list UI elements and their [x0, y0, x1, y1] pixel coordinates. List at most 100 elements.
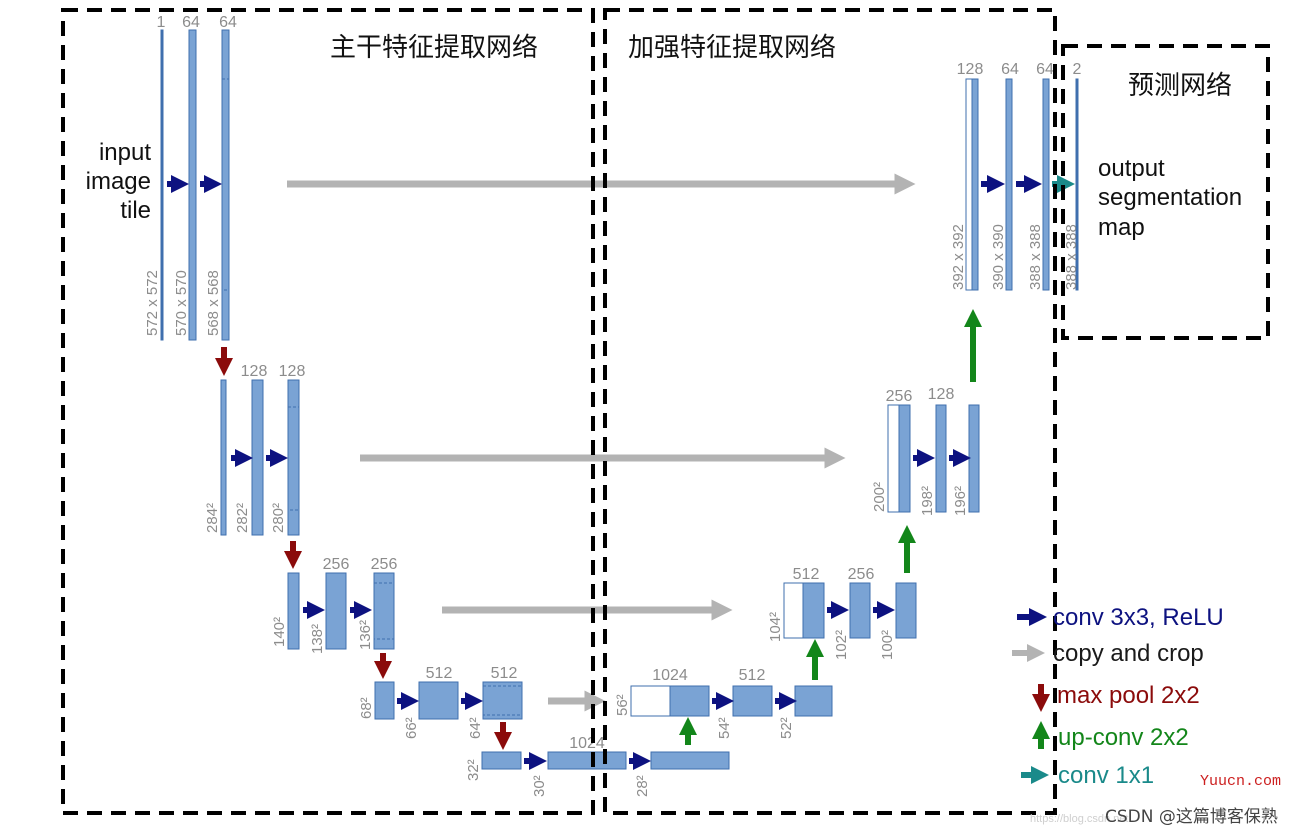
dim-label: 390 x 390: [990, 224, 1007, 290]
channel-label: 256: [371, 556, 398, 573]
watermark-blog: https://blog.csdn.net: [1030, 813, 1128, 825]
dim-label: 568 x 568: [205, 270, 222, 336]
svg-text:map: map: [1098, 214, 1145, 241]
fmap-l2-b: [287, 379, 300, 536]
channel-label: 128: [957, 61, 984, 78]
channel-label: 128: [928, 386, 955, 403]
fmap-l3-a: [325, 572, 347, 650]
dim-label: 388 x 388: [1063, 224, 1080, 290]
fmap-l4-b-crop: [482, 685, 523, 716]
output-label: output segmentation map: [1098, 155, 1242, 241]
channel-label: 512: [491, 665, 518, 682]
dim-label: 284²: [204, 503, 221, 533]
fmap-u4-b: [794, 685, 833, 717]
channel-label: 64: [1036, 61, 1054, 78]
channel-label: 256: [323, 556, 350, 573]
channel-label: 1024: [569, 735, 605, 752]
dim-label: 54²: [716, 717, 733, 739]
dim-label: 28²: [634, 775, 651, 797]
legend-item-pool: max pool 2x2: [1032, 682, 1200, 712]
fmap-output: [1075, 78, 1079, 291]
fmap-u4-copy: [630, 685, 671, 717]
dim-label: 198²: [919, 486, 936, 516]
channel-label: 512: [739, 667, 766, 684]
fmap-u2-copy: [887, 404, 900, 513]
svg-text:conv 3x3, ReLU: conv 3x3, ReLU: [1053, 604, 1224, 631]
dim-label: 200²: [871, 482, 888, 512]
fmap-u1-b: [1042, 78, 1050, 291]
svg-text:tile: tile: [120, 197, 151, 224]
watermark-csdn: CSDN @这篇博客保熟: [1105, 806, 1278, 827]
dim-label: 572 x 572: [144, 270, 161, 336]
fmap-u2-a: [935, 404, 947, 513]
fmap-l1-b: [221, 29, 230, 341]
dim-label: 104²: [767, 612, 784, 642]
fmap-u1-a: [1005, 78, 1013, 291]
fmap-bottom-a: [547, 751, 627, 770]
fmap-l3-b: [373, 572, 395, 650]
dim-label: 140²: [271, 617, 288, 647]
region-enhance-box: [603, 8, 1057, 815]
fmap-l3-b-crop: [373, 582, 395, 640]
svg-text:max pool 2x2: max pool 2x2: [1057, 682, 1200, 709]
fmap-u2-b: [968, 404, 980, 513]
channel-label: 1024: [652, 667, 688, 684]
dim-label: 196²: [952, 486, 969, 516]
region-enhance-title: 加强特征提取网络: [628, 33, 836, 63]
feature-maps: [160, 29, 1079, 770]
channel-label: 64: [219, 14, 237, 31]
channel-label: 512: [426, 665, 453, 682]
dim-label: 102²: [833, 630, 850, 660]
svg-text:conv 1x1: conv 1x1: [1058, 762, 1154, 789]
dim-label: 32²: [465, 759, 482, 781]
fmap-u2-up: [898, 404, 911, 513]
copy-crop-arrows: [287, 173, 916, 712]
legend: conv 3x3, ReLU copy and crop max pool 2x…: [1012, 604, 1224, 789]
watermark-yuucn: Yuucn.com: [1200, 773, 1281, 790]
dim-label: 64²: [467, 717, 484, 739]
channel-label: 256: [886, 388, 913, 405]
svg-text:copy and crop: copy and crop: [1053, 640, 1204, 667]
region-predict-box: [1061, 44, 1270, 340]
dim-label: 100²: [879, 630, 896, 660]
fmap-l4-b: [482, 681, 523, 720]
dim-label: 56²: [614, 694, 631, 716]
channel-label: 64: [182, 14, 200, 31]
fmap-bottom-in: [481, 751, 522, 770]
channel-label: 1: [157, 14, 166, 31]
svg-text:input: input: [99, 139, 151, 166]
channel-label: 256: [848, 566, 875, 583]
legend-item-conv: conv 3x3, ReLU: [1017, 604, 1224, 631]
conv-arrows: [167, 175, 1042, 770]
dim-label: 52²: [778, 717, 795, 739]
upconv-arrows: [679, 309, 982, 745]
dim-label: 68²: [358, 697, 375, 719]
dim-label: 66²: [403, 717, 420, 739]
input-label: input image tile: [86, 139, 152, 224]
channel-label: 64: [1001, 61, 1019, 78]
svg-text:segmentation: segmentation: [1098, 184, 1242, 211]
legend-item-conv1x1: conv 1x1: [1021, 762, 1154, 789]
fmap-l3-in: [287, 572, 300, 650]
fmap-l4-a: [418, 681, 459, 720]
dim-label: 136²: [357, 620, 374, 650]
legend-item-upconv: up-conv 2x2: [1032, 721, 1189, 751]
dimension-labels: 572 x 572 570 x 570 568 x 568 284² 282² …: [144, 224, 1080, 797]
region-backbone-box: [61, 8, 595, 815]
dim-label: 570 x 570: [173, 270, 190, 336]
fmap-l4-in: [374, 681, 395, 720]
dim-label: 280²: [270, 503, 287, 533]
maxpool-arrows: [215, 347, 512, 750]
fmap-l2-in: [220, 379, 227, 536]
fmap-u3-copy: [783, 582, 804, 639]
channel-label: 128: [279, 363, 306, 380]
dim-label: 138²: [309, 624, 326, 654]
fmap-u4-up: [669, 685, 710, 717]
fmap-u4-a: [732, 685, 773, 717]
svg-text:output: output: [1098, 155, 1165, 182]
svg-text:up-conv 2x2: up-conv 2x2: [1058, 724, 1189, 751]
fmap-l2-a: [251, 379, 264, 536]
dim-label: 388 x 388: [1027, 224, 1044, 290]
fmap-l1-b-crop: [221, 78, 230, 291]
